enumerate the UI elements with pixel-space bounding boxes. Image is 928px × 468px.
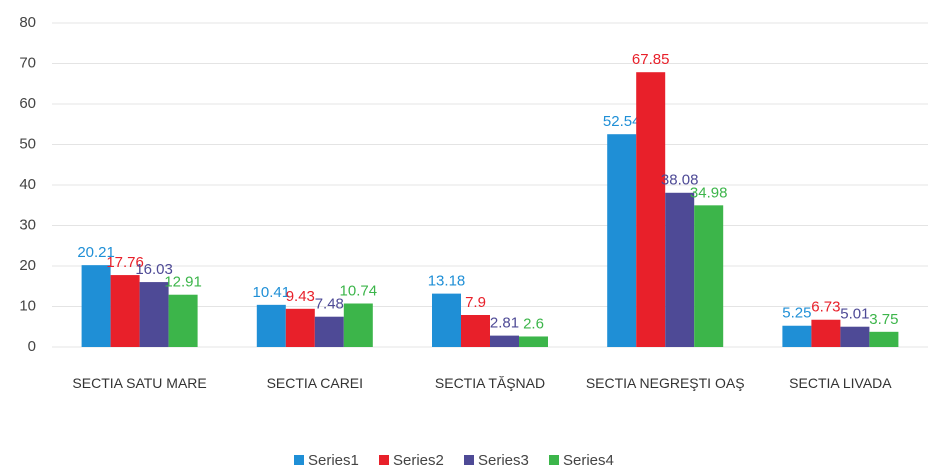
data-label: 38.08 <box>661 172 699 189</box>
x-tick-label: SECTIA NEGREŞTI OAŞ <box>585 375 745 391</box>
legend-label: Series4 <box>563 452 614 468</box>
data-label: 2.81 <box>490 315 519 332</box>
data-label: 5.01 <box>840 306 869 323</box>
bar <box>139 282 169 347</box>
bar <box>869 331 899 347</box>
x-tick-label: SECTIA LIVADA <box>789 375 892 391</box>
legend-swatch <box>549 455 559 465</box>
bar <box>314 316 344 347</box>
data-label: 9.43 <box>286 288 315 305</box>
bar <box>490 335 519 347</box>
bar <box>285 308 315 347</box>
data-label: 13.18 <box>428 273 466 290</box>
data-label: 52.54 <box>603 113 641 130</box>
legend-label: Series1 <box>308 452 359 468</box>
legend-swatch <box>294 455 304 465</box>
bar <box>256 304 286 347</box>
bar <box>694 205 724 347</box>
data-label: 2.6 <box>523 315 544 332</box>
bar <box>343 303 373 347</box>
legend-swatch <box>464 455 474 465</box>
bar <box>811 319 841 347</box>
data-label: 10.74 <box>340 282 378 299</box>
legend-label: Series2 <box>393 452 444 468</box>
bar <box>461 315 490 347</box>
x-tick-label: SECTIA SATU MARE <box>72 375 207 391</box>
data-label: 6.73 <box>811 299 840 316</box>
data-label: 12.91 <box>164 274 202 291</box>
bar <box>840 326 870 347</box>
bar <box>636 72 666 348</box>
data-label: 16.03 <box>135 261 173 278</box>
bar <box>665 192 695 347</box>
data-label: 17.76 <box>106 254 144 271</box>
data-label: 3.75 <box>869 311 898 328</box>
y-tick-label: 0 <box>28 338 36 355</box>
data-label: 7.9 <box>465 294 486 311</box>
data-label: 20.21 <box>77 244 115 261</box>
data-label: 67.85 <box>632 51 670 68</box>
y-tick-label: 40 <box>19 176 36 193</box>
bar <box>168 294 198 347</box>
bar <box>110 275 140 347</box>
y-tick-label: 20 <box>19 257 36 274</box>
y-tick-label: 80 <box>19 14 36 31</box>
y-tick-label: 10 <box>19 297 36 314</box>
data-label: 10.41 <box>253 284 291 301</box>
bar <box>432 293 461 347</box>
x-tick-label: SECTIA TĂŞNAD <box>434 375 546 391</box>
legend-label: Series3 <box>478 452 529 468</box>
y-tick-label: 60 <box>19 95 36 112</box>
data-label: 7.48 <box>315 296 344 313</box>
y-tick-label: 50 <box>19 135 36 152</box>
x-tick-label: SECTIA CAREI <box>266 375 364 391</box>
data-label: 5.25 <box>782 305 811 322</box>
y-tick-label: 70 <box>19 54 36 71</box>
bar <box>607 134 637 347</box>
data-label: 34.98 <box>690 184 728 201</box>
bar <box>782 325 812 347</box>
legend-swatch <box>379 455 389 465</box>
y-tick-label: 30 <box>19 216 36 233</box>
bar <box>519 336 548 347</box>
bar <box>81 265 111 347</box>
